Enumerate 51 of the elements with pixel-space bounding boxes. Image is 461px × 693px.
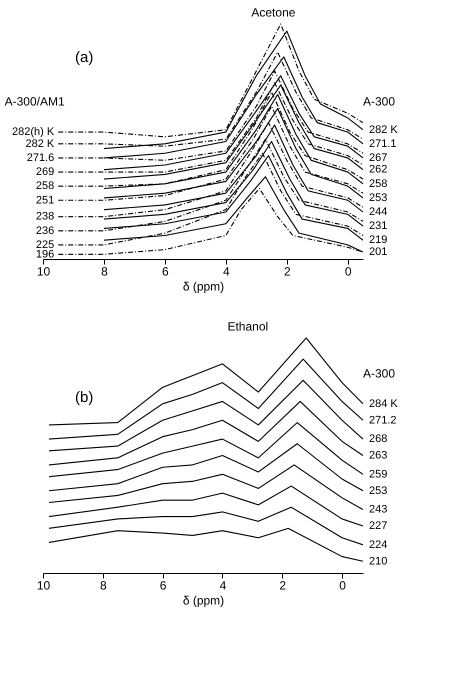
series-label: 244 <box>369 206 388 218</box>
series-label: 262 <box>369 164 388 176</box>
series-label: 201 <box>369 246 388 258</box>
series-label: 271.1 <box>369 138 397 150</box>
annotation: A-300 <box>363 94 396 109</box>
x-tick-label: 6 <box>160 578 167 592</box>
x-axis-title: δ (ppm) <box>182 280 224 294</box>
annotation: A-300 <box>363 366 396 380</box>
x-tick-label: 2 <box>279 578 286 592</box>
chart-title: Ethanol <box>227 319 268 334</box>
series-label: 269 <box>36 166 54 178</box>
x-tick-label: 10 <box>36 264 50 278</box>
series-label: 238 <box>36 210 54 223</box>
x-tick-label: 8 <box>101 264 108 278</box>
series-label: 267 <box>369 152 388 164</box>
series-label: 271.6 <box>26 152 54 164</box>
x-tick-label: 6 <box>162 264 170 278</box>
x-tick-label: 4 <box>220 578 227 592</box>
chart-title: Acetone <box>251 5 296 20</box>
series-label: 258 <box>369 178 388 190</box>
series-label: 231 <box>369 220 388 232</box>
series-label: 210 <box>369 555 388 568</box>
series-label: 259 <box>369 468 388 480</box>
series-label: 243 <box>369 504 388 516</box>
x-tick-label: 4 <box>223 264 230 278</box>
series-label: 253 <box>369 192 388 204</box>
annotation: (a) <box>75 48 94 66</box>
series-label: 219 <box>369 234 388 246</box>
series-label: 258 <box>36 180 54 192</box>
series-label: 227 <box>369 520 388 532</box>
series-label: 271.2 <box>369 414 397 426</box>
annotation: (b) <box>75 388 94 406</box>
x-tick-label: 2 <box>284 264 291 278</box>
series-label: 282 K <box>25 138 55 150</box>
annotation: A-300/AM1 <box>4 94 65 109</box>
series-label: 225 <box>36 238 54 251</box>
series-label: 251 <box>36 194 54 206</box>
x-tick-label: 0 <box>339 578 346 592</box>
series-label: 236 <box>36 224 54 237</box>
series-label: 263 <box>369 450 388 462</box>
x-tick-label: 8 <box>100 578 107 592</box>
series-label: 196 <box>36 248 54 260</box>
x-tick-label: 0 <box>344 264 352 278</box>
series-label: 268 <box>369 433 388 446</box>
series-label: 284 K <box>369 398 398 410</box>
series-label: 224 <box>369 538 388 551</box>
x-tick-label: 10 <box>36 578 50 592</box>
series-label: 282(h) K <box>12 126 55 138</box>
x-axis-title: δ (ppm) <box>182 594 224 608</box>
series-label: 253 <box>369 484 388 497</box>
series-label: 282 K <box>369 124 398 136</box>
